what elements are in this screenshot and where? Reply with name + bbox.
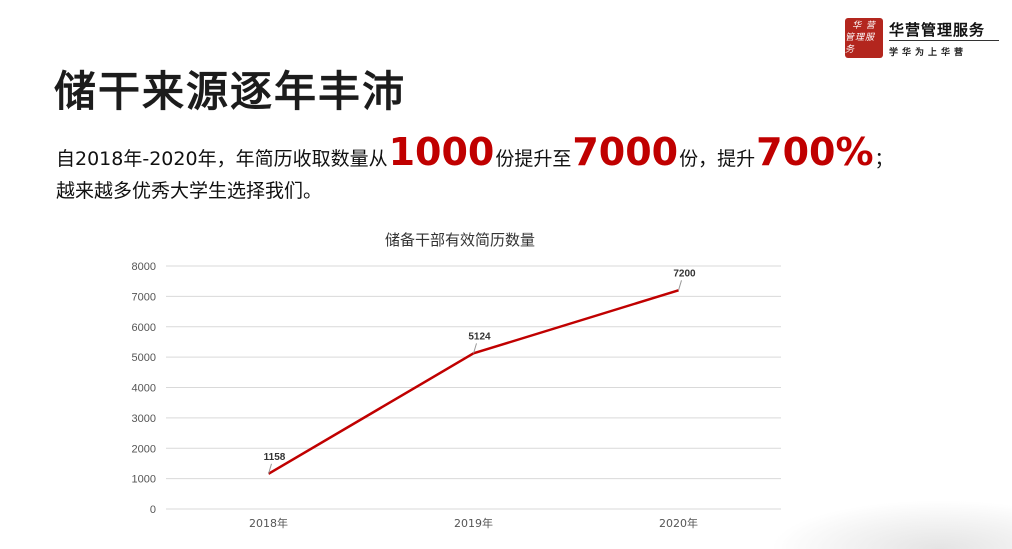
y-tick-label: 2000 <box>132 443 156 455</box>
series-line <box>267 289 679 475</box>
x-tick-label: 2020年 <box>659 516 698 530</box>
x-tick-label: 2018年 <box>249 516 288 530</box>
page-title: 储干来源逐年丰沛 <box>54 67 407 116</box>
logo-seal: 华 营 管理服务 <box>845 18 883 58</box>
logo-slogan: 学华为上华营 <box>889 48 968 58</box>
data-label: 7200 <box>673 268 696 279</box>
data-label-leader <box>268 463 272 474</box>
intro-text-part-3: 份，提升 <box>679 148 756 170</box>
data-label: 5124 <box>468 331 491 342</box>
y-tick-label: 3000 <box>132 413 156 425</box>
decorative-landscape <box>770 500 1012 549</box>
highlight-percent: 700% <box>756 130 874 174</box>
intro-text-part-2: 份提升至 <box>495 148 572 170</box>
intro-text-part-4: ； <box>874 148 894 170</box>
y-tick-label: 4000 <box>132 383 156 395</box>
logo-divider <box>889 40 999 41</box>
intro-line-2: 越来越多优秀大学生选择我们。 <box>56 180 323 202</box>
y-tick-label: 0 <box>150 504 156 516</box>
y-tick-label: 6000 <box>132 322 156 334</box>
logo-company-name: 华营管理服务 <box>889 21 986 39</box>
data-label: 1158 <box>264 452 286 463</box>
intro-text-part-1: 自2018年-2020年，年简历收取数量从 <box>56 148 388 170</box>
intro-line-1: 自2018年-2020年，年简历收取数量从 1000 份提升至 7000 份，提… <box>56 132 956 176</box>
brand-logo: 华 营 管理服务 华营管理服务 学华为上华营 <box>845 18 1005 58</box>
y-tick-label: 5000 <box>132 352 156 364</box>
y-tick-label: 7000 <box>132 291 156 303</box>
logo-seal-line-1: 华 营 <box>852 21 876 31</box>
data-label-leader <box>678 280 682 291</box>
x-tick-label: 2019年 <box>454 516 493 530</box>
y-tick-label: 1000 <box>132 474 156 486</box>
intro-text: 自2018年-2020年，年简历收取数量从 1000 份提升至 7000 份，提… <box>56 132 956 206</box>
logo-seal-line-2: 管理服务 <box>845 33 876 55</box>
y-tick-label: 8000 <box>132 261 156 273</box>
highlight-number-7000: 7000 <box>572 130 679 174</box>
chart-title: 储备干部有效简历数量 <box>384 231 535 249</box>
data-label-leader <box>473 343 477 354</box>
highlight-number-1000: 1000 <box>388 130 495 174</box>
